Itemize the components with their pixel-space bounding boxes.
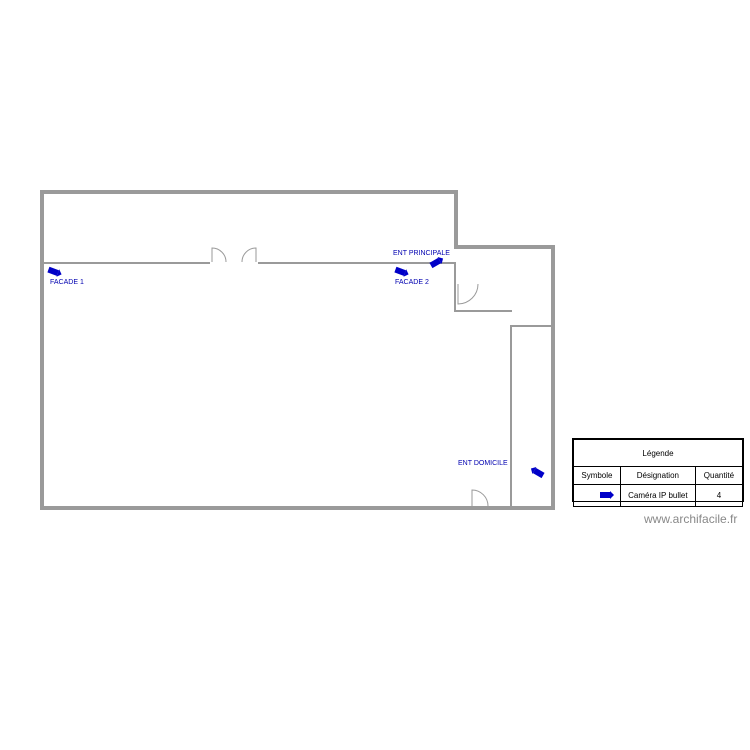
legend-camera-icon bbox=[600, 491, 614, 499]
legend-title: Légende bbox=[574, 440, 743, 467]
legend-header-symbole: Symbole bbox=[574, 467, 621, 485]
wall-room-top bbox=[510, 325, 553, 327]
door-ent-domicile bbox=[470, 488, 496, 508]
legend-designation-cell: Caméra IP bullet bbox=[620, 485, 695, 507]
wall-partition-2 bbox=[258, 262, 454, 264]
label-ent-principale: ENT PRINCIPALE bbox=[393, 250, 450, 257]
wall-left bbox=[40, 190, 44, 510]
camera-ent-principale bbox=[429, 255, 445, 269]
legend-box: Légende Symbole Désignation Quantité Cam… bbox=[572, 438, 744, 502]
wall-step-v bbox=[454, 190, 458, 248]
floor-plan-canvas: FACADE 1 FACADE 2 ENT PRINCIPALE ENT DOM… bbox=[0, 0, 750, 750]
legend-header-designation: Désignation bbox=[620, 467, 695, 485]
door-double bbox=[210, 246, 258, 264]
label-facade1: FACADE 1 bbox=[50, 279, 84, 286]
legend-quantite-cell: 4 bbox=[695, 485, 742, 507]
camera-ent-domicile bbox=[529, 465, 545, 479]
wall-room-v bbox=[510, 325, 512, 508]
camera-facade1 bbox=[47, 266, 63, 278]
label-ent-domicile: ENT DOMICILE bbox=[458, 460, 508, 467]
wall-right bbox=[551, 245, 555, 510]
wall-partition-1 bbox=[44, 262, 210, 264]
wall-top-left bbox=[40, 190, 458, 194]
wall-top-right bbox=[454, 245, 555, 249]
wall-connector2 bbox=[454, 310, 512, 312]
camera-facade2 bbox=[394, 266, 410, 278]
door-ent-principale bbox=[456, 282, 484, 310]
legend-symbol-cell bbox=[574, 485, 621, 507]
watermark: www.archifacile.fr bbox=[644, 512, 737, 526]
legend-table: Légende Symbole Désignation Quantité Cam… bbox=[573, 439, 743, 507]
label-facade2: FACADE 2 bbox=[395, 279, 429, 286]
legend-header-quantite: Quantité bbox=[695, 467, 742, 485]
